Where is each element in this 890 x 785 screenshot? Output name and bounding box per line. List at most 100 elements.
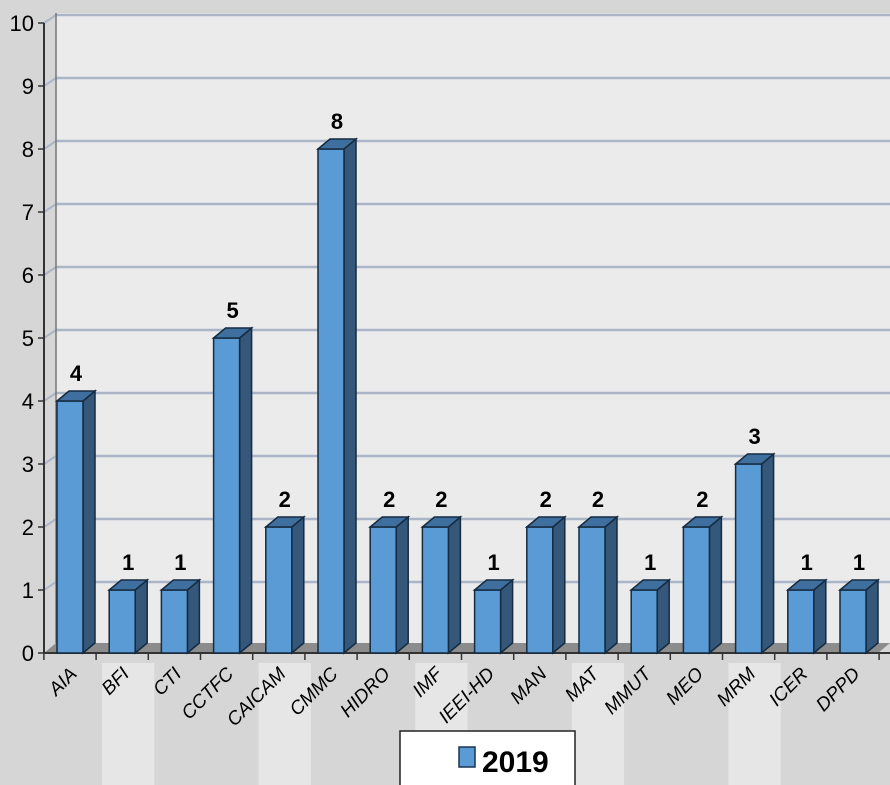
- bar-top-face: [211, 327, 254, 339]
- data-label-mmut: 1: [644, 550, 656, 575]
- category-stripe: [571, 663, 625, 785]
- bar-top-face: [472, 579, 515, 591]
- bar-side-face: [447, 515, 462, 655]
- bar-front-face: [56, 400, 84, 654]
- y-tick-label: 1: [22, 578, 34, 603]
- bar-top-face: [54, 390, 98, 402]
- bar-front-face: [369, 526, 397, 654]
- bar-aia: [54, 389, 98, 655]
- gridline-depth: [43, 581, 57, 591]
- bar-top-face: [107, 579, 150, 591]
- bar-side-face: [238, 326, 253, 655]
- y-tick-label: 8: [22, 137, 34, 162]
- y-tick-label: 2: [22, 515, 34, 540]
- data-label-mrm: 3: [748, 424, 760, 449]
- bar-cti: [159, 578, 202, 655]
- bar-side-face: [552, 515, 566, 655]
- y-tick-label: 10: [10, 11, 34, 36]
- bar-top-face: [263, 516, 306, 528]
- bar-man: [524, 515, 567, 655]
- bar-meo: [681, 515, 724, 655]
- bar-side-face: [134, 578, 148, 655]
- bar-hidro: [368, 515, 411, 655]
- legend: 2019: [399, 730, 576, 785]
- bar-cctfc: [211, 326, 254, 655]
- y-tick-label: 3: [22, 452, 34, 477]
- bar-imf: [420, 515, 463, 655]
- data-labels: 4 1 1 5 2 8 2 2 1 2 2 1 2 3 1 1: [70, 109, 865, 575]
- bar-side-face: [865, 578, 879, 655]
- data-label-mat: 2: [592, 487, 604, 512]
- y-tick-label: 5: [22, 326, 34, 351]
- bar-front-face: [265, 526, 293, 654]
- gridline-depth: [43, 203, 57, 213]
- bar-front-face: [108, 589, 136, 654]
- bar-top-face: [733, 453, 776, 465]
- data-label-bfi: 1: [122, 550, 134, 575]
- data-label-cctfc: 5: [226, 298, 238, 323]
- y-tick-label: 7: [22, 200, 34, 225]
- data-label-ieei-hd: 1: [487, 550, 499, 575]
- plot-floor: [44, 643, 890, 653]
- legend-series-label: 2019: [482, 746, 549, 779]
- data-label-imf: 2: [435, 487, 447, 512]
- bar-side-face: [291, 515, 305, 655]
- bar-top-face: [576, 516, 620, 528]
- data-label-icer: 1: [801, 550, 813, 575]
- bar-front-face: [421, 526, 450, 654]
- bar-front-face: [212, 337, 241, 654]
- bar-top-face: [837, 579, 881, 591]
- bar-side-face: [813, 578, 827, 655]
- bar-bfi: [107, 578, 150, 655]
- bar-front-face: [787, 589, 815, 654]
- bar-mat: [576, 515, 620, 655]
- y-axis-ticks: 0 1 2 3 4 5 6 7 8 9 10: [10, 11, 34, 666]
- category-stripe: [258, 663, 311, 785]
- data-label-dppd: 1: [853, 550, 865, 575]
- bar-front-face: [526, 526, 554, 654]
- bar-front-face: [839, 589, 867, 654]
- bar-caicam: [263, 515, 306, 655]
- gridline-depth: [43, 266, 57, 276]
- bars: [54, 137, 881, 655]
- bar-cmmc: [315, 137, 359, 655]
- bar-side-face: [760, 452, 775, 655]
- bar-side-face: [708, 515, 723, 655]
- gridline-depth: [43, 392, 57, 402]
- bar-front-face: [682, 526, 711, 654]
- bar-top-face: [524, 516, 567, 528]
- data-label-cti: 1: [174, 550, 186, 575]
- data-label-cmmc: 8: [331, 109, 343, 134]
- gridline-depth: [43, 140, 57, 150]
- bar-front-face: [578, 526, 606, 654]
- bar-ieei-hd: [472, 578, 515, 655]
- category-stripe: [102, 663, 155, 785]
- bar-side-face: [186, 578, 201, 655]
- bar-side-face: [604, 515, 618, 655]
- bar-top-face: [785, 579, 828, 591]
- bar-top-face: [681, 516, 724, 528]
- bar-side-face: [395, 515, 409, 655]
- data-label-aia: 4: [70, 361, 83, 386]
- bar-front-face: [317, 148, 345, 654]
- gridline-depth: [43, 455, 57, 465]
- y-tick-label: 4: [22, 389, 34, 414]
- bar-top-face: [368, 516, 411, 528]
- bar-front-face: [473, 589, 502, 654]
- bar-top-face: [629, 579, 672, 591]
- category-stripe: [728, 663, 781, 785]
- bar-front-face: [734, 463, 763, 654]
- gridline-depth: [43, 14, 57, 24]
- bar-front-face: [630, 589, 658, 654]
- legend-box: [399, 730, 576, 785]
- data-label-meo: 2: [696, 487, 708, 512]
- gridline-depth: [43, 77, 57, 87]
- data-label-caicam: 2: [279, 487, 291, 512]
- bar-side-face: [82, 389, 96, 655]
- bar-dppd: [837, 578, 881, 655]
- bar-side-face: [343, 137, 357, 655]
- legend-swatch: [458, 746, 476, 768]
- bar-mmut: [629, 578, 672, 655]
